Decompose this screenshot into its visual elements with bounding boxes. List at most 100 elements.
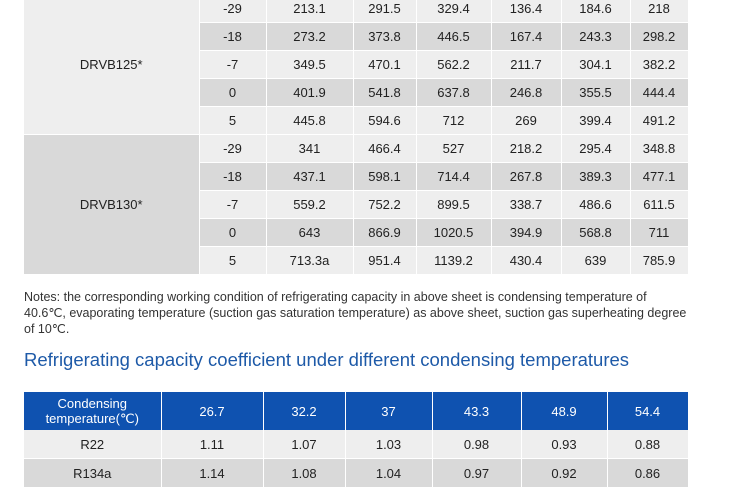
evaporating-temp-cell: 5 [199, 246, 267, 275]
coefficient-value-cell: 1.04 [345, 458, 433, 488]
coefficient-header-row: Condensing temperature(℃) 26.7 32.2 37 43.3… [24, 392, 689, 430]
evaporating-temp-cell: -18 [199, 22, 267, 51]
capacity-value-cell: 213.1 [266, 0, 354, 23]
capacity-value-cell: 951.4 [353, 246, 417, 275]
capacity-value-cell: 491.2 [630, 106, 689, 135]
capacity-value-cell: 568.8 [561, 218, 631, 247]
model-name-cell: DRVB130* [24, 134, 200, 275]
capacity-value-cell: 243.3 [561, 22, 631, 51]
coefficient-value-cell: 0.92 [521, 458, 608, 488]
capacity-value-cell: 1139.2 [416, 246, 492, 275]
capacity-value-cell: 389.3 [561, 162, 631, 191]
capacity-value-cell: 713.3a [266, 246, 354, 275]
coefficient-value-cell: 0.98 [432, 430, 522, 459]
capacity-value-cell: 639 [561, 246, 631, 275]
evaporating-temp-cell: 5 [199, 106, 267, 135]
capacity-value-cell: 444.4 [630, 78, 689, 107]
capacity-value-cell: 341 [266, 134, 354, 163]
table-row: 0 643 866.9 1020.5 394.9 568.8 711 [24, 218, 689, 247]
coefficient-value-cell: 0.88 [607, 430, 689, 459]
temperature-header-cell: 37 [345, 392, 433, 430]
table-row: -7 349.5 470.1 562.2 211.7 304.1 382.2 [24, 50, 689, 79]
capacity-value-cell: 541.8 [353, 78, 417, 107]
refrigerant-name-cell: R134a [24, 458, 162, 488]
coefficient-value-cell: 1.11 [161, 430, 264, 459]
capacity-value-cell: 399.4 [561, 106, 631, 135]
capacity-value-cell: 246.8 [491, 78, 562, 107]
evaporating-temp-cell: -7 [199, 190, 267, 219]
capacity-value-cell: 349.5 [266, 50, 354, 79]
capacity-value-cell: 712 [416, 106, 492, 135]
capacity-value-cell: 348.8 [630, 134, 689, 163]
section-title: Refrigerating capacity coefficient under… [24, 349, 630, 370]
capacity-value-cell: 446.5 [416, 22, 492, 51]
evaporating-temp-cell: -29 [199, 134, 267, 163]
evaporating-temp-cell: 0 [199, 78, 267, 107]
capacity-value-cell: 295.4 [561, 134, 631, 163]
evaporating-temp-cell: -29 [199, 0, 267, 23]
capacity-value-cell: 136.4 [491, 0, 562, 23]
capacity-value-cell: 298.2 [630, 22, 689, 51]
condensing-temperature-header: Condensing temperature(℃) [24, 392, 162, 430]
capacity-table-body: DRVB125* -29 213.1 291.5 329.4 136.4 184.6 218-… [24, 0, 689, 275]
capacity-value-cell: 598.1 [353, 162, 417, 191]
header-label-line1: Condensing [57, 396, 127, 411]
capacity-value-cell: 1020.5 [416, 218, 492, 247]
capacity-value-cell: 338.7 [491, 190, 562, 219]
temperature-header-cell: 48.9 [521, 392, 608, 430]
table-row: 5 713.3a 951.4 1139.2 430.4 639 785.9 [24, 246, 689, 275]
capacity-value-cell: 752.2 [353, 190, 417, 219]
capacity-value-cell: 562.2 [416, 50, 492, 79]
evaporating-temp-cell: 0 [199, 218, 267, 247]
capacity-value-cell: 382.2 [630, 50, 689, 79]
capacity-value-cell: 527 [416, 134, 492, 163]
capacity-value-cell: 218 [630, 0, 689, 23]
capacity-value-cell: 477.1 [630, 162, 689, 191]
capacity-value-cell: 866.9 [353, 218, 417, 247]
coefficient-value-cell: 1.07 [263, 430, 346, 459]
capacity-value-cell: 273.2 [266, 22, 354, 51]
coefficient-value-cell: 0.93 [521, 430, 608, 459]
capacity-value-cell: 394.9 [491, 218, 562, 247]
coefficient-value-cell: 1.03 [345, 430, 433, 459]
capacity-value-cell: 486.6 [561, 190, 631, 219]
notes-text: Notes: the corresponding working conditi… [24, 290, 687, 336]
table-row: 0 401.9 541.8 637.8 246.8 355.5 444.4 [24, 78, 689, 107]
capacity-value-cell: 437.1 [266, 162, 354, 191]
model-name-cell: DRVB125* [24, 0, 200, 135]
temperature-header-cell: 32.2 [263, 392, 346, 430]
header-label-line2: temperature(℃) [45, 411, 139, 426]
capacity-value-cell: 594.6 [353, 106, 417, 135]
table-row: 5 445.8 594.6 712 269 399.4 491.2 [24, 106, 689, 135]
capacity-value-cell: 470.1 [353, 50, 417, 79]
capacity-value-cell: 445.8 [266, 106, 354, 135]
coefficient-table: Condensing temperature(℃) 26.7 32.2 37 43.3… [24, 392, 689, 488]
table-row: DRVB130* -29 341 466.4 527 218.2 295.4 348.8 [24, 134, 689, 275]
temperature-header-cell: 43.3 [432, 392, 522, 430]
evaporating-temp-cell: -18 [199, 162, 267, 191]
capacity-value-cell: 466.4 [353, 134, 417, 163]
table-row: -18 437.1 598.1 714.4 267.8 389.3 477.1 [24, 162, 689, 191]
evaporating-temp-cell: -7 [199, 50, 267, 79]
capacity-value-cell: 269 [491, 106, 562, 135]
capacity-value-cell: 785.9 [630, 246, 689, 275]
coefficient-value-cell: 1.14 [161, 458, 264, 488]
table-row: R22 1.11 1.07 1.03 0.98 0.93 0.88 [24, 430, 689, 459]
capacity-table: DRVB125* -29 213.1 291.5 329.4 136.4 184.6 218-… [24, 0, 689, 275]
refrigerant-name-cell: R22 [24, 430, 162, 459]
capacity-value-cell: 373.8 [353, 22, 417, 51]
coefficient-value-cell: 1.08 [263, 458, 346, 488]
table-row: -7 559.2 752.2 899.5 338.7 486.6 611.5 [24, 190, 689, 219]
capacity-value-cell: 637.8 [416, 78, 492, 107]
capacity-value-cell: 711 [630, 218, 689, 247]
capacity-value-cell: 401.9 [266, 78, 354, 107]
capacity-value-cell: 304.1 [561, 50, 631, 79]
coefficient-table-body: R22 1.11 1.07 1.03 0.98 0.93 0.88 R134a 1.14 1.08… [24, 430, 689, 488]
table-row: DRVB125* -29 213.1 291.5 329.4 136.4 184.6 218 [24, 0, 689, 135]
capacity-value-cell: 211.7 [491, 50, 562, 79]
table-row: -18 273.2 373.8 446.5 167.4 243.3 298.2 [24, 22, 689, 51]
capacity-value-cell: 559.2 [266, 190, 354, 219]
capacity-value-cell: 291.5 [353, 0, 417, 23]
capacity-value-cell: 430.4 [491, 246, 562, 275]
